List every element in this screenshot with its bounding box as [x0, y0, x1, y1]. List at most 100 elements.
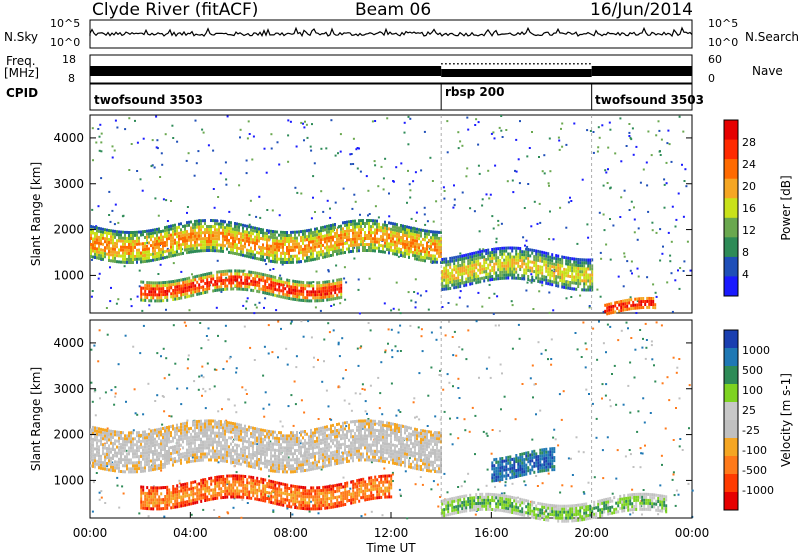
band-1-cell: [158, 287, 161, 291]
band-0-cell: [204, 240, 206, 244]
band-0-cell: [180, 228, 182, 232]
band-0-cell: [136, 449, 138, 453]
band-0-cell: [122, 242, 124, 246]
band-0-cell: [356, 243, 358, 247]
band-0-cell: [430, 242, 432, 246]
speckle: [317, 358, 319, 361]
band-0-cell: [198, 249, 200, 253]
band-2-cell: [559, 258, 562, 261]
band-1-cell: [142, 298, 145, 302]
band-2-cell: [473, 278, 476, 282]
band-2-cell: [471, 258, 474, 262]
speckle: [387, 342, 389, 345]
band-0-cell: [158, 463, 160, 467]
band-2-cell: [475, 254, 478, 258]
band-0-cell: [96, 447, 98, 451]
band-0-cell: [90, 234, 92, 237]
band-0-cell: [164, 438, 166, 442]
band-0-cell: [104, 437, 106, 441]
speckle: [645, 339, 648, 341]
band-0-cell: [124, 230, 126, 234]
speckle: [500, 129, 503, 132]
band-1-cell: [316, 293, 319, 297]
band-0-cell: [394, 228, 396, 232]
band-0-cell: [94, 235, 96, 238]
speckle: [686, 240, 689, 243]
band-1-cell: [238, 281, 241, 285]
band-0-cell: [108, 456, 110, 460]
band-0-cell: [430, 260, 432, 264]
band-2-cell: [491, 278, 494, 281]
band-0-cell: [200, 419, 202, 423]
band-2-cell: [583, 285, 586, 289]
band-2-cell: [527, 278, 530, 281]
speckle: [335, 264, 338, 267]
band-0-cell: [296, 242, 298, 246]
band-0-cell: [246, 251, 248, 255]
speckle: [576, 242, 579, 245]
band-2-cell: [465, 271, 468, 275]
band-3-cell: [648, 305, 651, 309]
speckle: [403, 131, 406, 134]
band-0-cell: [332, 235, 334, 239]
band-0-cell: [180, 452, 182, 456]
band-2-cell: [451, 274, 454, 278]
band-0-cell: [232, 236, 234, 240]
band-1-cell: [190, 288, 193, 292]
band-1-cell: [280, 295, 283, 299]
band-0-cell: [354, 228, 356, 232]
speckle: [414, 416, 416, 419]
band-1-cell: [284, 293, 287, 297]
band-2-cell: [445, 287, 448, 291]
band-0-cell: [262, 234, 264, 238]
speckle: [217, 461, 220, 464]
speckle: [371, 120, 374, 123]
band-2-cell: [585, 288, 588, 292]
speckle: [569, 196, 571, 199]
band-0-cell: [194, 240, 196, 244]
band-0-cell: [120, 254, 122, 258]
band-0-cell: [164, 256, 166, 260]
band-0-cell: [308, 228, 310, 232]
band-0-cell: [166, 453, 168, 456]
band-0-cell: [384, 226, 386, 230]
band-0-cell: [386, 239, 388, 242]
band-0-cell: [406, 228, 408, 232]
band-1-cell: [318, 293, 321, 297]
band-0-cell: [132, 246, 134, 249]
band-1-cell: [304, 287, 307, 291]
band-0-cell: [398, 232, 400, 236]
band-1-cell: [188, 279, 191, 283]
band-2-cell: [575, 269, 578, 273]
band-0-cell: [138, 251, 140, 255]
band-0-cell: [164, 226, 166, 230]
band-0-cell: [92, 231, 94, 235]
band-1-cell: [180, 296, 183, 300]
speckle: [202, 131, 205, 134]
band-0-cell: [284, 231, 286, 234]
band-0-cell: [164, 444, 166, 448]
speckle: [245, 393, 248, 395]
band-0-cell: [200, 425, 202, 429]
band-1-cell: [250, 279, 253, 283]
band-1-cell: [258, 278, 261, 282]
band-1-cell: [222, 288, 225, 291]
band-0-cell: [150, 459, 152, 463]
band-3-cell: [624, 302, 627, 306]
band-1-cell: [186, 283, 189, 287]
band-0-cell: [148, 456, 150, 460]
band-0-cell: [130, 440, 132, 444]
band-1-cell: [336, 281, 339, 285]
band-0-cell: [146, 238, 148, 242]
band-1-cell: [254, 271, 257, 275]
band-0-cell: [404, 246, 406, 249]
speckle: [359, 392, 362, 395]
speckle: [213, 206, 216, 209]
band-1-cell: [244, 285, 247, 288]
speckle: [91, 290, 94, 292]
band-0-cell: [154, 437, 156, 441]
speckle: [659, 150, 661, 153]
band-2-cell: [479, 250, 482, 254]
band-0-cell: [324, 234, 326, 238]
band-2-cell: [579, 264, 582, 268]
